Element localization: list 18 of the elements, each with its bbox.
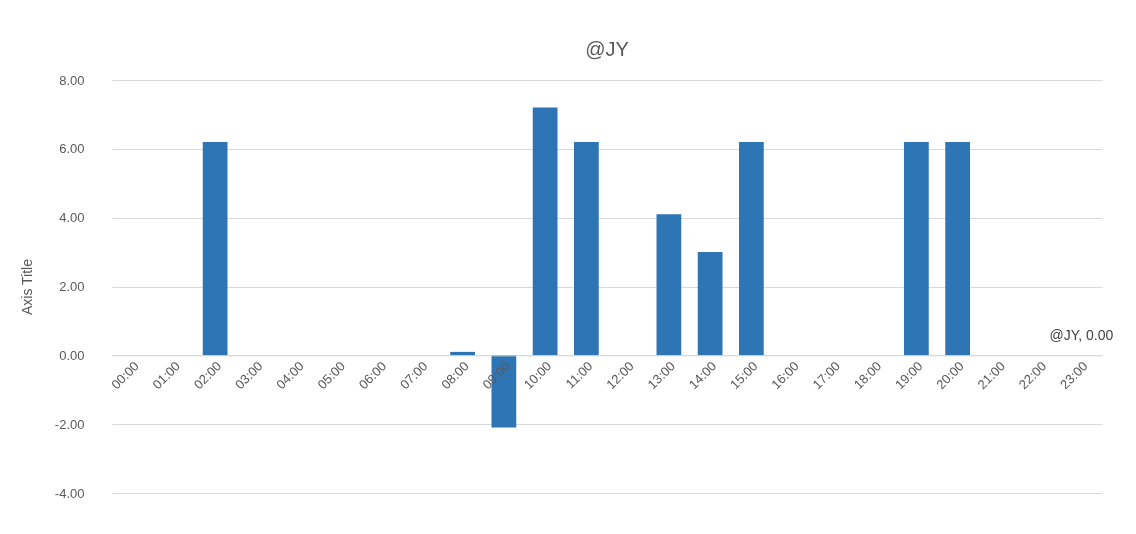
y-tick-label: 8.00 — [59, 72, 85, 88]
data-label: @JY, 0.00 — [1049, 327, 1114, 344]
bar — [945, 141, 970, 356]
bar — [739, 141, 764, 356]
y-tick-label: 6.00 — [59, 141, 85, 157]
bar — [697, 252, 723, 356]
y-tick-label: -2.00 — [54, 416, 85, 432]
bar — [532, 107, 558, 356]
y-tick-label: 2.00 — [59, 279, 85, 294]
y-tick-label: 0.00 — [59, 347, 85, 363]
bar — [202, 141, 228, 356]
y-axis-title: Axis Title — [18, 258, 35, 316]
y-tick-label: 4.00 — [59, 210, 85, 226]
chart-title: @JY — [585, 38, 629, 60]
bar — [904, 141, 929, 356]
bar — [574, 141, 599, 356]
bar — [656, 214, 682, 356]
y-tick-label: -4.00 — [54, 485, 85, 501]
